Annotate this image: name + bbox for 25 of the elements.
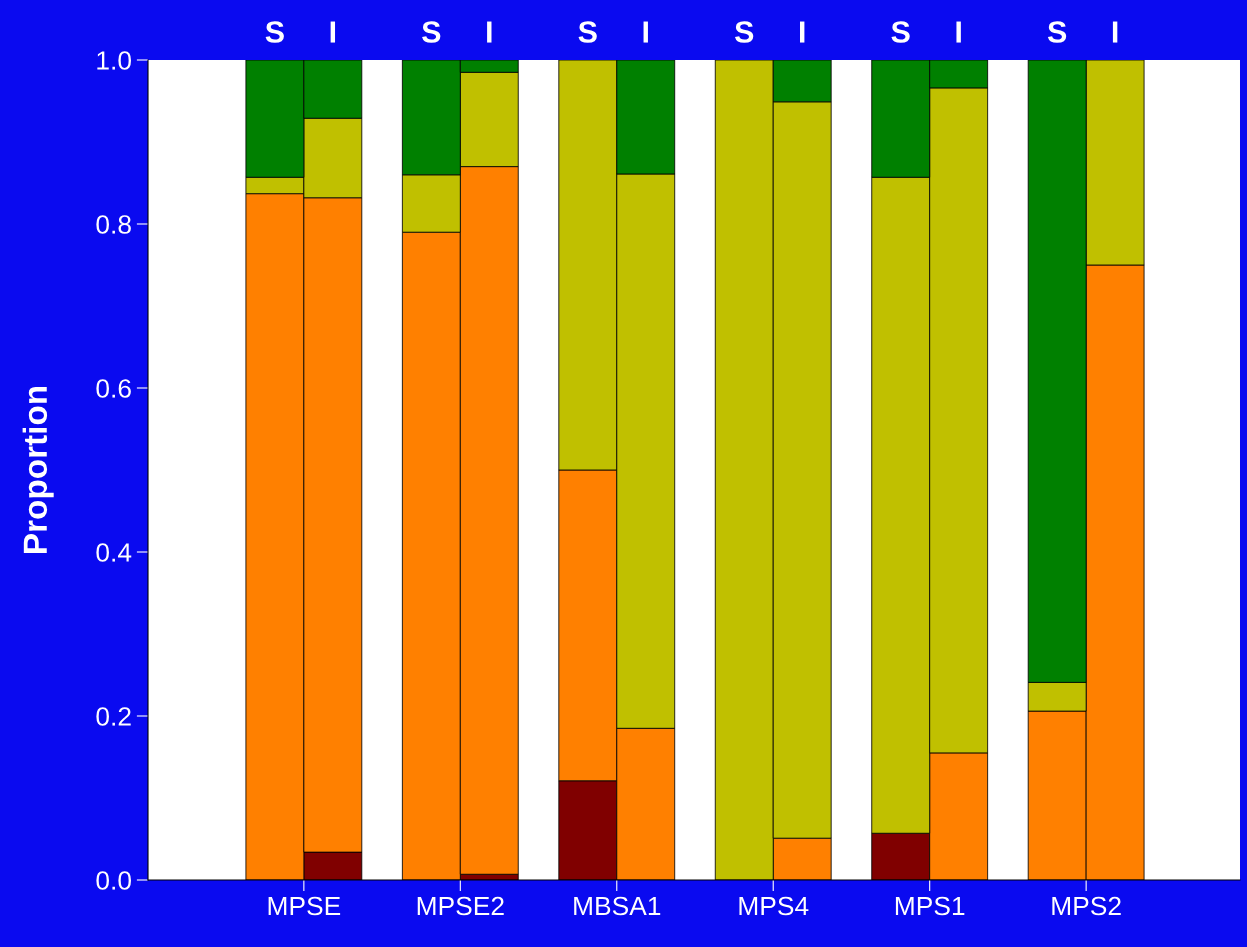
y-tick-label: 1.0 bbox=[97, 51, 131, 70]
x-tick-label: S bbox=[891, 21, 910, 43]
x-tick-label: S bbox=[734, 21, 754, 43]
y-tick-label: 0.0 bbox=[96, 871, 131, 890]
text: MPSE bbox=[268, 896, 341, 916]
x-tick-label: S bbox=[422, 21, 441, 43]
y-tick-label: 0.4 bbox=[96, 543, 132, 562]
x-tick-label: S bbox=[265, 21, 284, 43]
x-tick-label: I bbox=[1112, 21, 1118, 43]
text: MPS1 bbox=[895, 896, 965, 916]
text: MPSE2 bbox=[417, 896, 504, 916]
y-axis-title: Proportion bbox=[22, 386, 54, 553]
y-tick-label: 0.2 bbox=[96, 707, 131, 726]
text: MPS4 bbox=[739, 896, 809, 916]
x-tick-label: I bbox=[643, 21, 648, 43]
y-tick-label: 0.6 bbox=[96, 379, 131, 398]
y-tick-label: 0.8 bbox=[96, 215, 131, 234]
x-tick-label: I bbox=[956, 21, 961, 43]
x-tick-label: I bbox=[330, 21, 336, 43]
x-tick-label: S bbox=[1047, 21, 1067, 43]
x-tick-label: S bbox=[578, 21, 597, 43]
text: MBSA1 bbox=[574, 896, 661, 916]
x-tick-label: I bbox=[800, 21, 805, 43]
text: MPS2 bbox=[1052, 896, 1121, 916]
x-tick-label: I bbox=[487, 21, 492, 43]
